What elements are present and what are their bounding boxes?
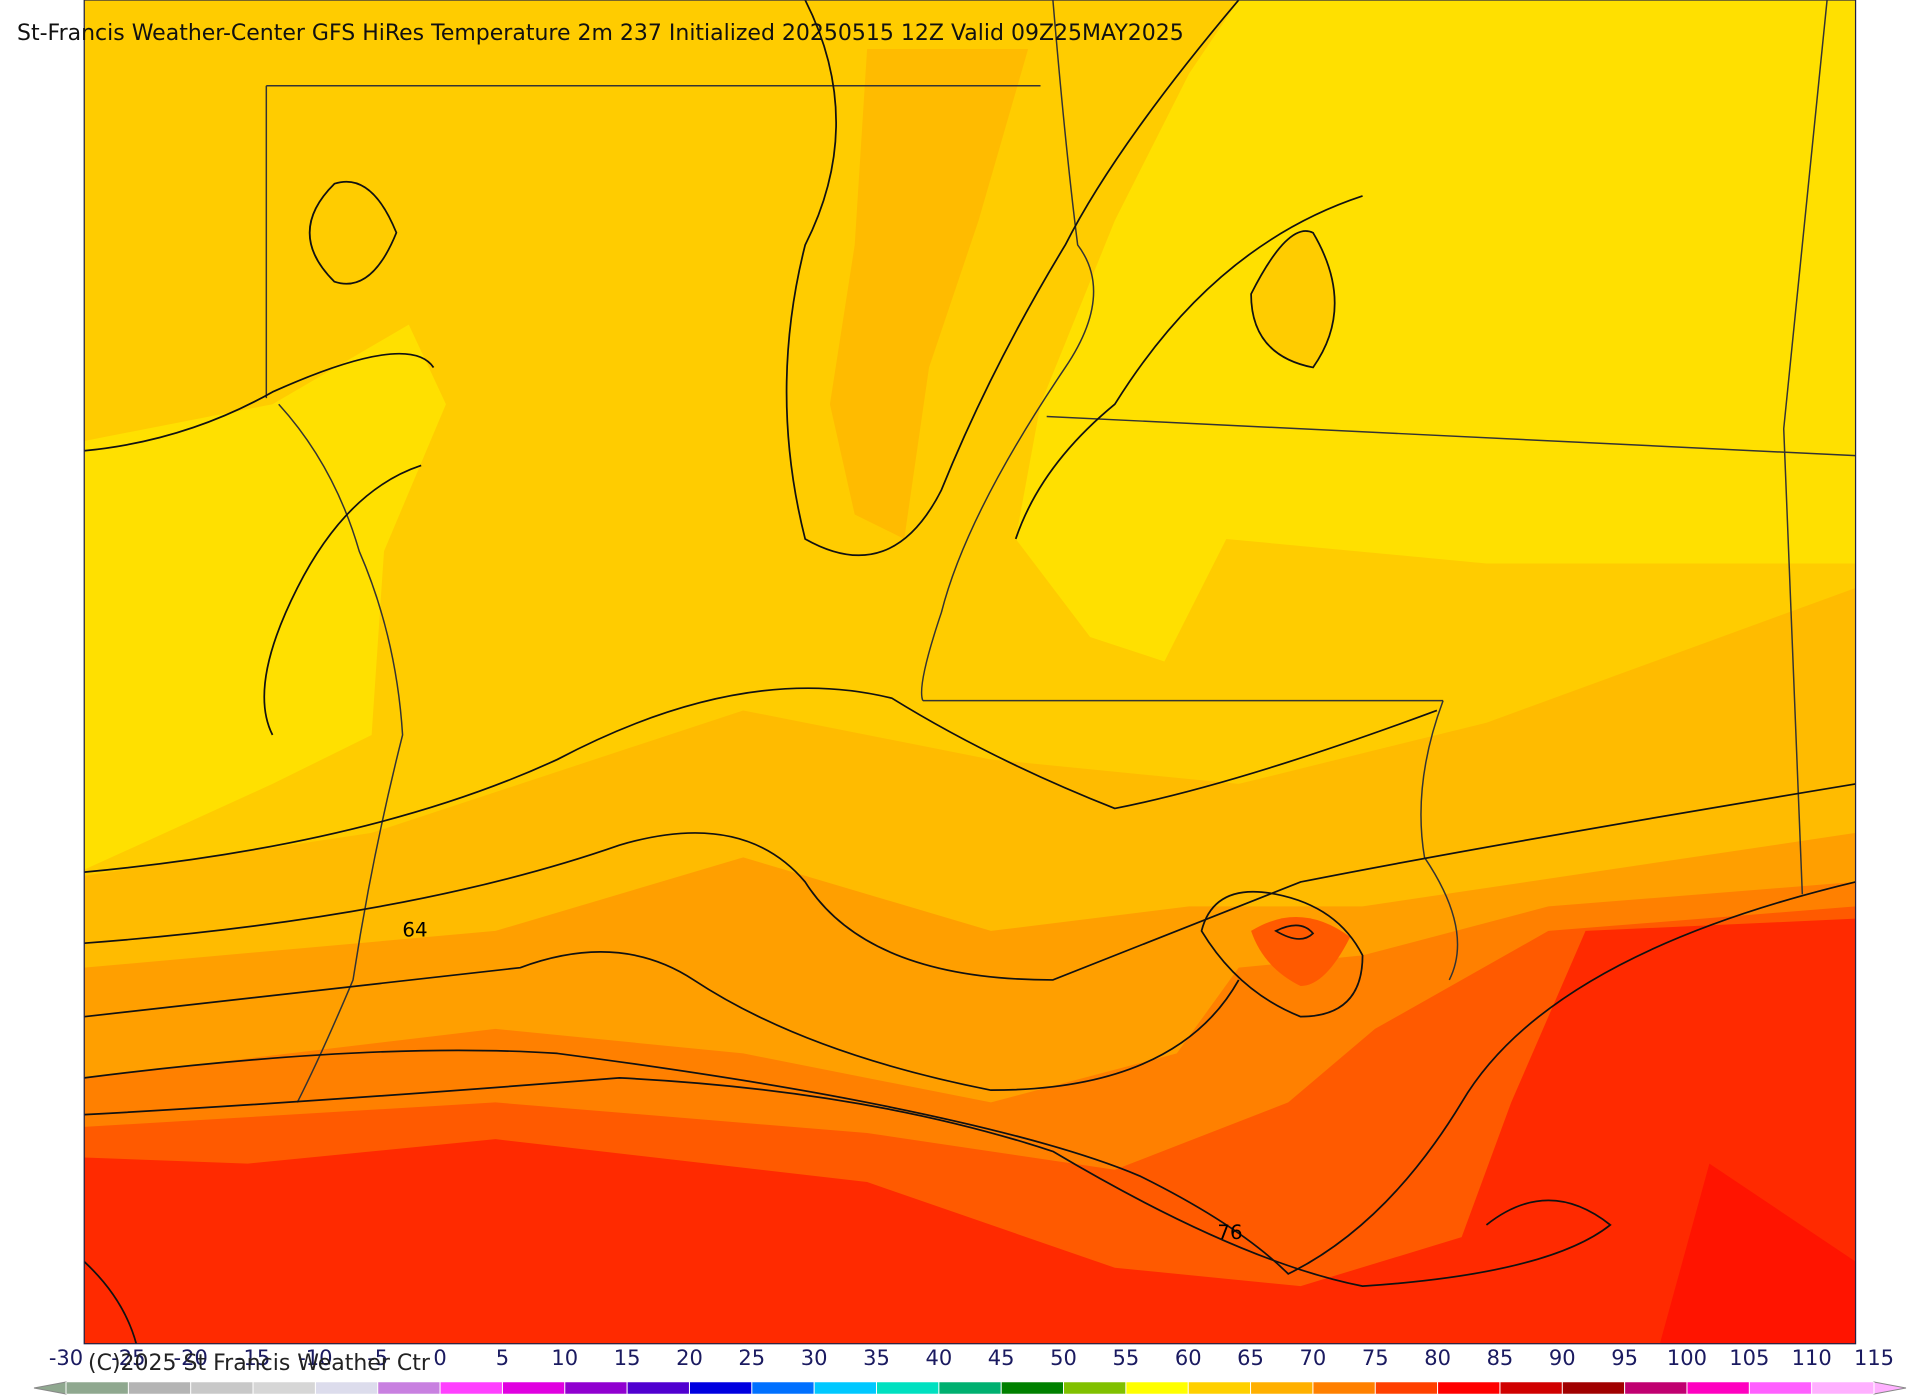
colorbar-cell	[1374, 1381, 1438, 1395]
colorbar-cell	[564, 1381, 628, 1395]
colorbar-tick-label: 5	[496, 1346, 509, 1370]
colorbar-tick-label: 15	[614, 1346, 641, 1370]
colorbar-cell	[876, 1381, 940, 1395]
colorbar-tick-label: 20	[676, 1346, 703, 1370]
colorbar-cell	[626, 1381, 690, 1395]
colorbar-arrow	[33, 1381, 67, 1395]
colorbar-tick-label: -30	[49, 1346, 83, 1370]
colorbar-tick-label: 50	[1050, 1346, 1077, 1370]
colorbar-cell	[1499, 1381, 1563, 1395]
colorbar-tick-label: 80	[1424, 1346, 1451, 1370]
colorbar-tick-label: 85	[1487, 1346, 1514, 1370]
contour-label: 76	[1217, 1221, 1242, 1244]
colorbar-cell	[315, 1381, 378, 1395]
colorbar-tick-label: -15	[236, 1346, 270, 1370]
colorbar-tick-label: 35	[863, 1346, 890, 1370]
band	[84, 918, 1856, 1344]
map: 64 76	[83, 0, 1857, 1345]
colorbar-tick-label: 105	[1729, 1346, 1769, 1370]
colorbar-tick-label: 100	[1667, 1346, 1707, 1370]
band	[1251, 917, 1351, 987]
band	[84, 324, 446, 870]
temperature-field	[84, 0, 1856, 1344]
colorbar-cell	[1312, 1381, 1376, 1395]
colorbar-tick-label: -25	[111, 1346, 145, 1370]
colorbar-tick-label: 110	[1792, 1346, 1832, 1370]
title: St-Francis Weather-Center GFS HiRes Temp…	[17, 21, 1184, 46]
colorbar-cell	[1624, 1381, 1688, 1395]
colorbar-cell	[1437, 1381, 1501, 1395]
contour-label: 64	[402, 918, 427, 941]
colorbar-cell	[502, 1381, 566, 1395]
band	[829, 48, 1029, 539]
colorbar-cell	[1686, 1381, 1750, 1395]
colorbar-cell	[1811, 1381, 1875, 1395]
colorbar-tick-label: 0	[433, 1346, 446, 1370]
colorbar-arrow	[1873, 1381, 1907, 1395]
colorbar-tick-label: 25	[738, 1346, 765, 1370]
colorbar-cell	[813, 1381, 877, 1395]
colorbar-cell	[1187, 1381, 1251, 1395]
colorbar-tick-label: 95	[1611, 1346, 1638, 1370]
colorbar-tick-label: 115	[1854, 1346, 1894, 1370]
colorbar-tick-label: -20	[174, 1346, 208, 1370]
borders	[265, 0, 1856, 1103]
colorbar-cell	[689, 1381, 753, 1395]
colorbar-cell	[1063, 1381, 1127, 1395]
band	[1251, 230, 1335, 368]
colorbar-tick-label: 70	[1300, 1346, 1327, 1370]
colorbar-cell	[1562, 1381, 1625, 1395]
colorbar-tick-label: 55	[1112, 1346, 1139, 1370]
colorbar-cell	[252, 1381, 316, 1395]
colorbar-tick-label: 65	[1237, 1346, 1264, 1370]
colorbar-tick-label: -10	[298, 1346, 332, 1370]
colorbar-cell	[1000, 1381, 1064, 1395]
colorbar-tick-label: 45	[988, 1346, 1015, 1370]
colorbar-tick-label: 75	[1362, 1346, 1389, 1370]
isotherms	[84, 0, 1856, 1344]
colorbar-cell	[1125, 1381, 1189, 1395]
colorbar-cell	[65, 1381, 129, 1395]
colorbar: -30 -25 -20 -15 -10 -5 0 5 10 15 20 25 30 35 40 45 50 55 6…	[33, 1346, 1907, 1395]
colorbar-tick-label: 30	[801, 1346, 828, 1370]
colorbar-tick-label: 90	[1549, 1346, 1576, 1370]
map-frame	[83, 0, 1857, 1345]
colorbar-cell	[938, 1381, 1002, 1395]
colorbar-tick-label: 10	[551, 1346, 578, 1370]
copyright: (C)2025 St Francis Weather Ctr	[88, 1351, 431, 1376]
colorbar-cell	[128, 1381, 191, 1395]
colorbar-cell	[751, 1381, 815, 1395]
colorbar-tick-label: 40	[925, 1346, 952, 1370]
colorbar-cell	[377, 1381, 441, 1395]
band	[1659, 1163, 1856, 1344]
colorbar-cell	[1250, 1381, 1314, 1395]
band	[1015, 0, 1856, 662]
colorbar-cell	[1749, 1381, 1812, 1395]
colorbar-tick-label: -5	[367, 1346, 388, 1370]
colorbar-tick-label: 60	[1175, 1346, 1202, 1370]
colorbar-cell	[190, 1381, 254, 1395]
colorbar-cell	[439, 1381, 503, 1395]
